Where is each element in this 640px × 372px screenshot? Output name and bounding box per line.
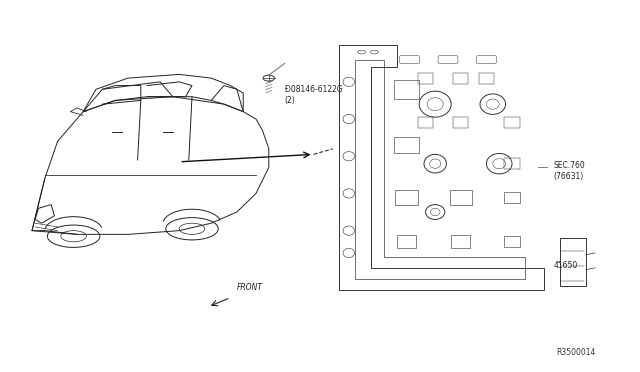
Bar — [504, 117, 520, 128]
Bar — [397, 235, 416, 248]
Bar — [394, 80, 419, 99]
Bar — [453, 117, 468, 128]
Bar — [418, 73, 433, 84]
Bar — [504, 236, 520, 247]
Bar — [453, 73, 468, 84]
Bar — [451, 235, 470, 248]
Bar — [479, 73, 494, 84]
Bar — [560, 238, 586, 286]
Bar — [504, 192, 520, 203]
Bar — [396, 190, 418, 205]
Text: 41650: 41650 — [554, 262, 578, 270]
Text: FRONT: FRONT — [237, 283, 263, 292]
Bar — [450, 190, 472, 205]
Text: SEC.760
(76631): SEC.760 (76631) — [554, 161, 586, 181]
Bar — [504, 158, 520, 169]
Text: R3500014: R3500014 — [556, 348, 595, 357]
Bar — [418, 117, 433, 128]
Bar — [394, 137, 419, 153]
Text: Ð08146-6122G
(2): Ð08146-6122G (2) — [285, 85, 342, 105]
